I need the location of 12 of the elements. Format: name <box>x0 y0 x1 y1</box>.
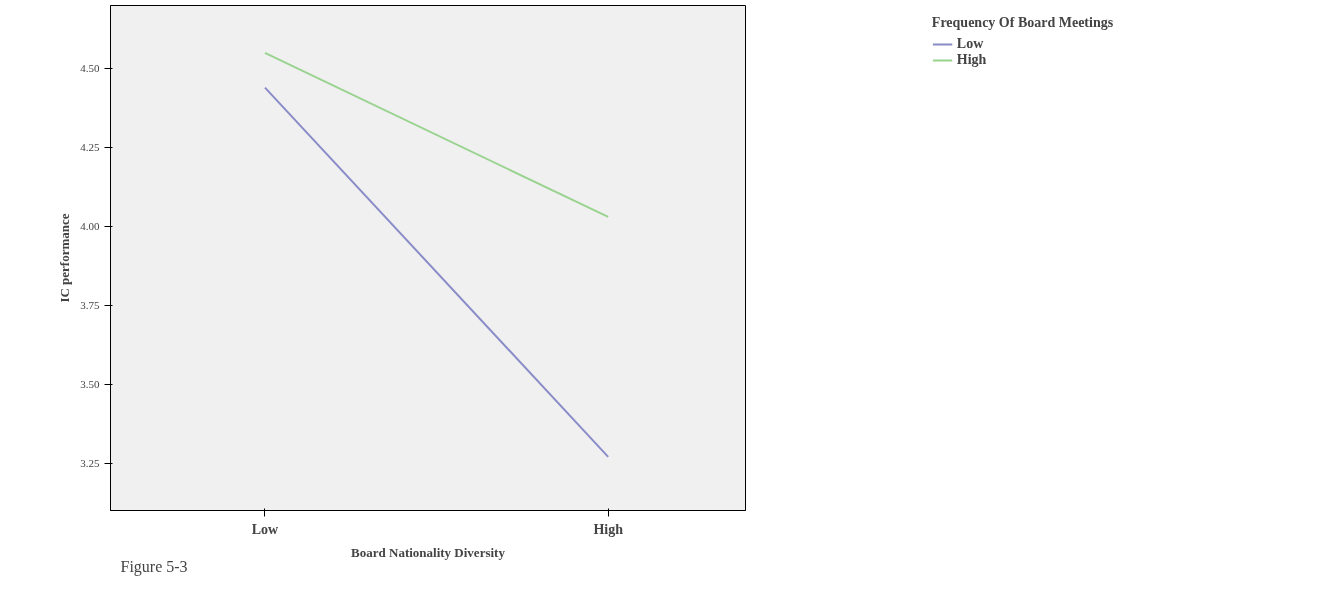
y-tick-label: 4.00 <box>80 219 100 232</box>
caption: Figure 5-3 <box>120 557 188 576</box>
y-tick-label: 3.75 <box>80 298 100 311</box>
y-axis-title: IC performance <box>57 213 73 303</box>
legend-label: Low <box>956 36 984 52</box>
y-tick-label: 3.25 <box>80 456 100 469</box>
y-tick-label: 4.25 <box>80 141 100 154</box>
y-tick-label: 3.50 <box>80 377 100 390</box>
legend-title: Frequency Of Board Meetings <box>931 15 1114 31</box>
legend-label: High <box>956 52 987 68</box>
x-axis-title: Board Nationality Diversity <box>351 544 506 560</box>
y-tick-label: 4.50 <box>80 62 100 75</box>
